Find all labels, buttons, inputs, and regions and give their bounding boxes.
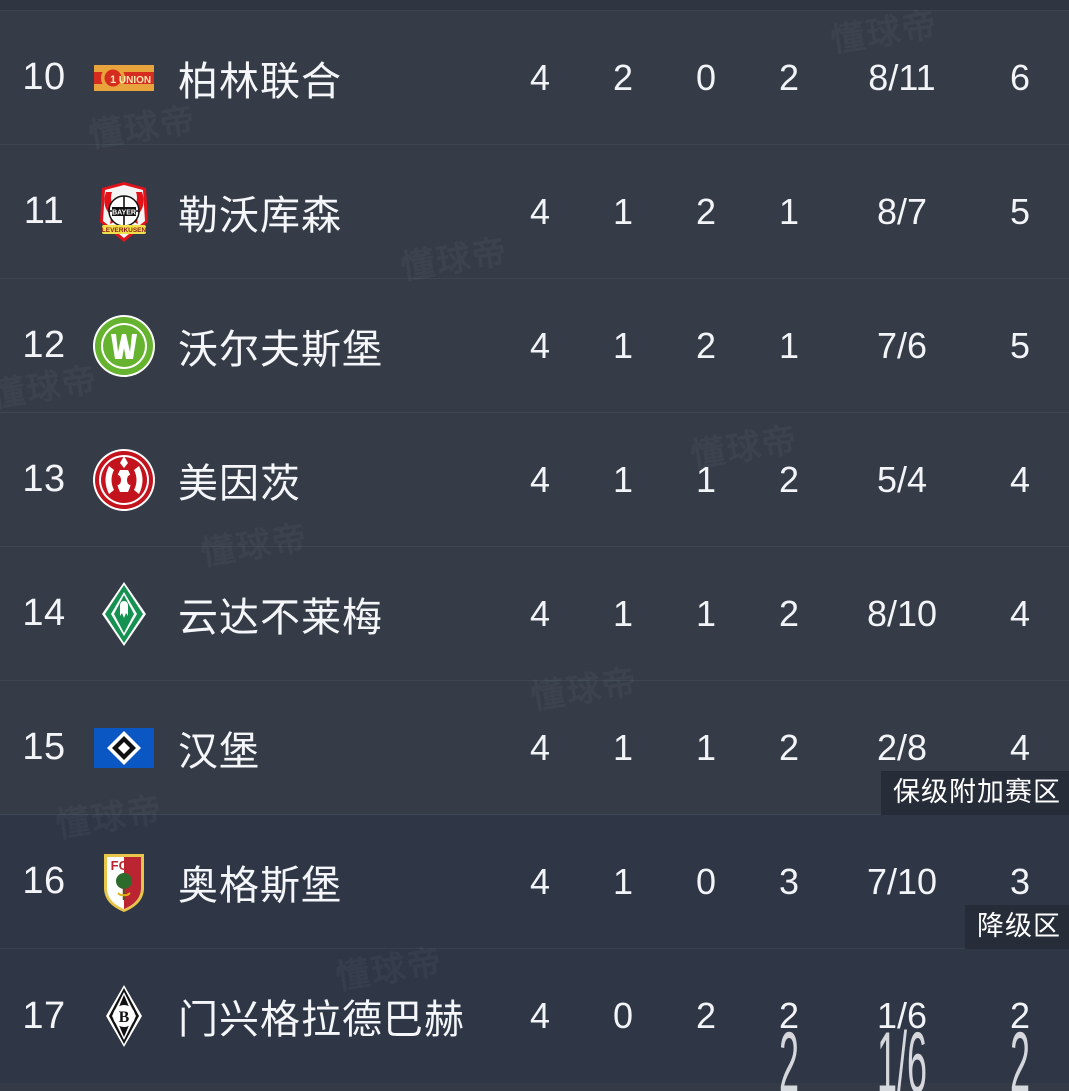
team-name: 门兴格拉德巴赫 <box>178 998 465 1042</box>
rank-cell: 12 <box>22 324 66 366</box>
werder-bremen-crest <box>88 578 160 650</box>
drawn-cell: 2 <box>695 324 717 366</box>
goals-cell: 5/4 <box>876 458 928 500</box>
standings-rows: 10 1 UNION 柏林联合 4 2 0 2 8/11 6 <box>0 11 1069 1091</box>
borussia-monchengladbach-crest: B <box>88 980 160 1052</box>
played-cell: 4 <box>529 458 551 500</box>
table-row[interactable]: 11 BAYER LEVERKUSEN 勒沃库森 4 1 2 <box>0 145 1069 279</box>
svg-text:BAYER: BAYER <box>112 209 136 216</box>
points-cell: 4 <box>1009 726 1031 768</box>
goals-cell: 7/10 <box>866 860 938 902</box>
previous-row-sliver <box>0 0 1069 11</box>
lost-cell: 1 <box>778 324 800 366</box>
played-cell: 4 <box>529 324 551 366</box>
svg-text:FCA: FCA <box>111 858 138 873</box>
table-row[interactable]: 13 美因茨 4 1 1 2 <box>0 413 1069 547</box>
won-cell: 0 <box>612 995 634 1036</box>
svg-text:B: B <box>119 1009 130 1026</box>
team-name: 云达不莱梅 <box>178 595 383 640</box>
goals-cell: 1/6 1/6 <box>827 995 977 1091</box>
team-name: 汉堡 <box>178 729 260 774</box>
augsburg-crest: FCA <box>88 846 160 918</box>
won-cell: 1 <box>612 592 634 634</box>
played-cell: 4 <box>529 56 551 98</box>
points-cell: 5 <box>1009 190 1031 232</box>
zone-badge-playoff: 保级附加赛区 <box>881 771 1069 815</box>
rank-cell: 13 <box>22 458 66 500</box>
won-cell: 1 <box>612 190 634 232</box>
lost-cell: 2 <box>778 56 800 98</box>
goals-cell: 7/6 <box>876 324 928 366</box>
won-cell: 2 <box>612 56 634 98</box>
won-cell: 1 <box>612 458 634 500</box>
rank-cell: 10 <box>22 56 66 98</box>
team-name: 沃尔夫斯堡 <box>178 327 383 372</box>
points-cell: 3 <box>1009 860 1031 902</box>
rank-cell: 16 <box>22 860 66 902</box>
goals-cell: 2/8 <box>876 726 928 768</box>
played-cell: 4 <box>529 726 551 768</box>
won-cell: 1 <box>612 324 634 366</box>
rank-cell: 11 <box>23 190 65 232</box>
goals-value: 1/6 <box>876 995 928 1036</box>
table-row[interactable]: 12 沃尔夫斯堡 4 1 2 1 7/6 5 <box>0 279 1069 413</box>
drawn-cell: 0 <box>695 860 717 902</box>
rank-cell: 14 <box>22 592 66 634</box>
table-row[interactable]: 10 1 UNION 柏林联合 4 2 0 2 8/11 6 <box>0 11 1069 145</box>
team-name: 美因茨 <box>178 461 301 506</box>
played-cell: 4 <box>529 860 551 902</box>
played-cell: 4 <box>529 190 551 232</box>
drawn-cell: 1 <box>695 592 717 634</box>
points-cell: 5 <box>1009 324 1031 366</box>
points-cell: 4 <box>1009 458 1031 500</box>
lost-value: 2 <box>778 995 800 1036</box>
table-row[interactable]: 14 云达不莱梅 4 1 1 2 8/10 4 <box>0 547 1069 681</box>
table-row[interactable]: 保级附加赛区 16 FCA 奥格斯堡 4 1 0 3 7/10 3 <box>0 771 1069 949</box>
lost-cell: 3 <box>778 860 800 902</box>
won-cell: 1 <box>612 860 634 902</box>
rank-cell: 15 <box>22 726 66 768</box>
played-cell: 4 <box>529 592 551 634</box>
union-berlin-crest: 1 UNION <box>88 42 160 114</box>
lost-cell: 2 <box>778 458 800 500</box>
team-name: 奥格斯堡 <box>178 863 342 908</box>
mainz-crest <box>88 444 160 516</box>
goals-cell: 8/10 <box>866 592 938 634</box>
lost-cell: 2 <box>778 726 800 768</box>
points-value: 2 <box>1009 995 1031 1036</box>
lost-cell: 1 <box>778 190 800 232</box>
team-name: 柏林联合 <box>178 59 342 104</box>
drawn-cell: 2 <box>695 190 717 232</box>
svg-text:LEVERKUSEN: LEVERKUSEN <box>102 227 147 234</box>
team-name: 勒沃库森 <box>178 193 342 238</box>
points-cell: 4 <box>1009 592 1031 634</box>
rank-cell: 17 <box>22 994 66 1037</box>
points-cell: 6 <box>1009 56 1031 98</box>
lost-cell: 2 <box>778 592 800 634</box>
played-cell: 4 <box>529 995 551 1036</box>
drawn-cell: 1 <box>695 458 717 500</box>
zone-badge-relegation: 降级区 <box>965 905 1069 949</box>
svg-text:UNION: UNION <box>119 75 151 86</box>
goals-cell: 8/11 <box>868 56 936 98</box>
bayer-leverkusen-crest: BAYER LEVERKUSEN <box>88 176 160 248</box>
svg-text:1: 1 <box>110 74 116 86</box>
wolfsburg-crest <box>88 310 160 382</box>
hamburger-sv-crest <box>88 712 160 784</box>
drawn-cell: 2 <box>695 995 717 1036</box>
goals-cell: 8/7 <box>876 190 928 232</box>
drawn-cell: 1 <box>695 726 717 768</box>
won-cell: 1 <box>612 726 634 768</box>
drawn-cell: 0 <box>695 56 717 98</box>
